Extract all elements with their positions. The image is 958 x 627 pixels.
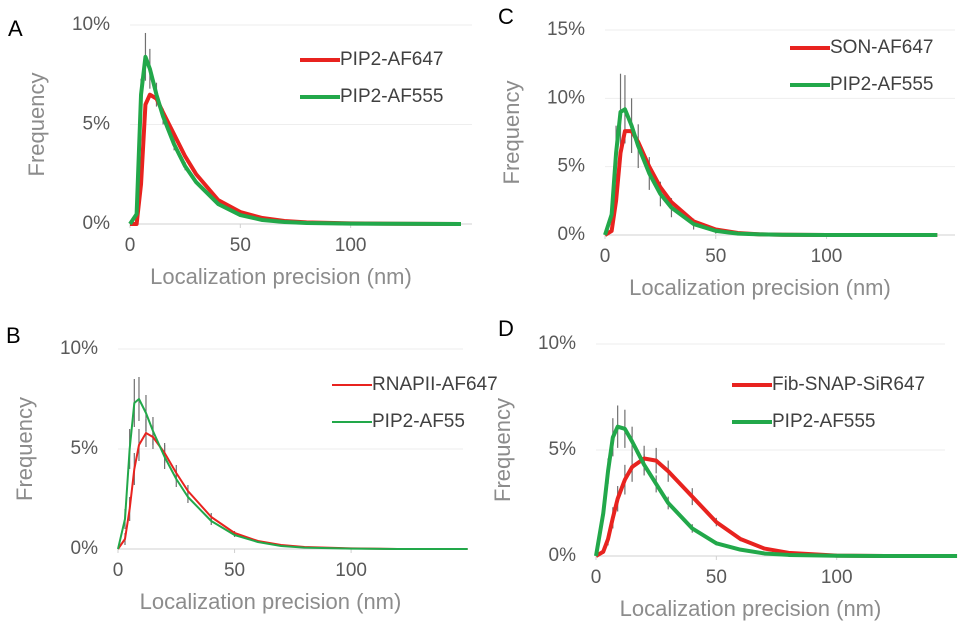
x-tick-label: 0 (125, 235, 136, 256)
x-tick-label: 0 (591, 567, 602, 588)
y-tick-label: 10% (60, 338, 98, 359)
x-tick-label: 0 (113, 560, 124, 581)
y-tick-label: 10% (538, 333, 576, 354)
x-tick-label: 100 (335, 560, 367, 581)
x-tick-label: 100 (811, 246, 843, 267)
y-tick-label: 10% (547, 87, 585, 108)
y-tick-label: 15% (547, 19, 585, 40)
panel-label: C (498, 4, 514, 29)
y-tick-label: 0% (71, 538, 99, 559)
legend-label: Fib-SNAP-SiR647 (772, 374, 925, 395)
series-line (603, 107, 938, 237)
y-tick-label: 5% (558, 156, 586, 177)
legend-label: PIP2-AF647 (340, 49, 444, 70)
x-tick-label: 50 (230, 235, 251, 256)
legend-label: PIP2-AF55 (372, 411, 465, 432)
legend-label: PIP2-AF555 (830, 74, 934, 95)
panel-label: A (8, 16, 23, 41)
y-tick-label: 5% (71, 438, 99, 459)
y-tick-label: 0% (558, 224, 586, 245)
x-axis-title: Localization precision (nm) (629, 275, 891, 300)
y-tick-label: 0% (549, 545, 577, 566)
x-tick-label: 50 (224, 560, 245, 581)
legend-label: RNAPII-AF647 (372, 374, 498, 395)
y-tick-label: 5% (83, 114, 111, 135)
panel-label: B (6, 323, 21, 348)
y-tick-label: 10% (72, 14, 110, 35)
series-line (117, 398, 468, 550)
legend-label: PIP2-AF555 (340, 86, 444, 107)
x-tick-label: 100 (821, 567, 853, 588)
y-axis-title: Frequency (499, 81, 524, 185)
x-tick-label: 50 (705, 246, 726, 267)
series-line (594, 424, 958, 558)
y-tick-label: 5% (549, 439, 577, 460)
y-axis-title: Frequency (490, 398, 515, 502)
x-axis-title: Localization precision (nm) (620, 596, 882, 621)
legend-label: SON-AF647 (830, 37, 933, 58)
x-tick-label: 50 (706, 567, 727, 588)
x-axis-title: Localization precision (nm) (140, 589, 402, 614)
panel-label: D (498, 316, 514, 341)
series-line (128, 54, 461, 226)
y-tick-label: 0% (83, 213, 111, 234)
legend-label: PIP2-AF555 (772, 411, 876, 432)
y-axis-title: Frequency (24, 73, 49, 177)
x-axis-title: Localization precision (nm) (150, 264, 412, 289)
series-line (117, 432, 468, 550)
y-axis-title: Frequency (12, 397, 37, 501)
x-tick-label: 0 (600, 246, 611, 267)
x-tick-label: 100 (335, 235, 367, 256)
